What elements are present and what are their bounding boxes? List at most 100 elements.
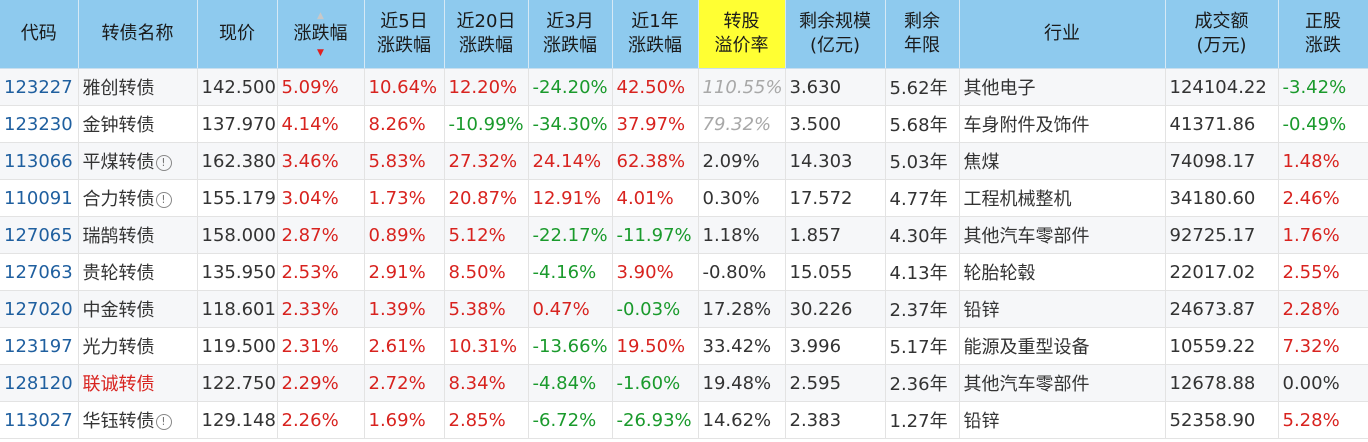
bond-code-cell-text: 113027 — [4, 409, 73, 431]
industry-cell-text: 铅锌 — [963, 300, 1000, 321]
table-row[interactable]: 123227 雅创转债 142.500 5.09% 10.64% 12.20% -24.20… — [0, 68, 1368, 106]
bond-name-cell[interactable]: 雅创转债 — [78, 68, 198, 106]
stock-change-cell-text: 5.28% — [1282, 409, 1340, 431]
col-header-name[interactable]: 转债名称 — [78, 0, 198, 69]
bond-code-cell[interactable]: 123227 — [0, 68, 79, 106]
size-cell: 2.383 — [785, 401, 886, 439]
table-row[interactable]: 127065 瑞鹄转债 158.000 2.87% 0.89% 5.12% -22.17% -… — [0, 216, 1368, 254]
col-header-label: 近3月 涨跌幅 — [543, 11, 597, 56]
bond-name-cell-text: 光力转债 — [82, 337, 155, 358]
bond-code-cell[interactable]: 110091 — [0, 179, 79, 217]
volume-cell: 10559.22 — [1165, 327, 1279, 365]
bond-name-cell[interactable]: 平煤转债! — [78, 142, 198, 180]
bond-name-cell[interactable]: 金钟转债 — [78, 105, 198, 143]
table-row[interactable]: 128120 联诚转债 122.750 2.29% 2.72% 8.34% -4.84% -1… — [0, 364, 1368, 402]
stock-change-cell: 1.76% — [1278, 216, 1368, 254]
col-header-size[interactable]: 剩余规模 (亿元) — [785, 0, 886, 69]
bond-name-cell[interactable]: 贵轮转债 — [78, 253, 198, 291]
change-20d-cell: 10.31% — [444, 327, 529, 365]
col-header-stock-change[interactable]: 正股 涨跌 — [1278, 0, 1368, 69]
bond-code-cell[interactable]: 113066 — [0, 142, 79, 180]
bond-code-cell[interactable]: 127065 — [0, 216, 79, 254]
col-header-change-3m[interactable]: 近3月 涨跌幅 — [528, 0, 613, 69]
stock-change-cell: 2.55% — [1278, 253, 1368, 291]
bond-name-cell[interactable]: 瑞鹄转债 — [78, 216, 198, 254]
col-header-label: 行业 — [1044, 23, 1080, 44]
table-row[interactable]: 113027 华钰转债! 129.148 2.26% 1.69% 2.85% -6.72% -… — [0, 401, 1368, 439]
col-header-premium[interactable]: 转股 溢价率 — [698, 0, 786, 69]
change-cell: 2.29% — [277, 364, 365, 402]
premium-cell-text: 19.48% — [702, 372, 772, 394]
bond-name-cell[interactable]: 联诚转债 — [78, 364, 198, 402]
info-icon[interactable]: ! — [155, 192, 172, 208]
stock-change-cell-text: 2.46% — [1282, 187, 1340, 209]
change-5d-cell: 1.69% — [364, 401, 445, 439]
change-20d-cell: 8.50% — [444, 253, 529, 291]
change-5d-cell: 2.61% — [364, 327, 445, 365]
change-1y-cell: -1.60% — [612, 364, 699, 402]
premium-cell: 14.62% — [698, 401, 786, 439]
col-header-code[interactable]: 代码 — [0, 0, 79, 69]
bond-name-cell[interactable]: 华钰转债! — [78, 401, 198, 439]
col-header-volume[interactable]: 成交额 (万元) — [1165, 0, 1279, 69]
table-row[interactable]: 110091 合力转债! 155.179 3.04% 1.73% 20.87% 12.91%… — [0, 179, 1368, 217]
col-header-industry[interactable]: 行业 — [959, 0, 1166, 69]
premium-cell-text: 17.28% — [702, 298, 772, 320]
bond-name-cell[interactable]: 合力转债! — [78, 179, 198, 217]
col-header-years[interactable]: 剩余 年限 — [885, 0, 960, 69]
table-row[interactable]: 127020 中金转债 118.601 2.33% 1.39% 5.38% 0.47% -0.… — [0, 290, 1368, 328]
change-cell-text: 2.33% — [281, 298, 339, 320]
bond-code-cell[interactable]: 127063 — [0, 253, 79, 291]
change-cell-text: 2.87% — [281, 224, 339, 246]
col-header-change-20d[interactable]: 近20日 涨跌幅 — [444, 0, 529, 69]
col-header-change-1y[interactable]: 近1年 涨跌幅 — [612, 0, 699, 69]
sort-desc-icon[interactable]: ▼ — [317, 48, 324, 58]
bond-code-cell[interactable]: 123230 — [0, 105, 79, 143]
change-1y-cell-text: -0.03% — [616, 298, 681, 320]
price-cell-text: 137.970 — [201, 113, 276, 135]
bond-name-cell[interactable]: 光力转债 — [78, 327, 198, 365]
col-header-price[interactable]: 现价 — [197, 0, 278, 69]
table-row[interactable]: 127063 贵轮转债 135.950 2.53% 2.91% 8.50% -4.16% 3.… — [0, 253, 1368, 291]
change-cell: 3.46% — [277, 142, 365, 180]
change-1y-cell-text: 37.97% — [616, 113, 686, 135]
info-icon[interactable]: ! — [155, 155, 172, 171]
premium-cell-text: 14.62% — [702, 409, 772, 431]
industry-cell-text: 其他电子 — [963, 78, 1036, 99]
change-cell: 2.26% — [277, 401, 365, 439]
industry-cell: 铅锌 — [959, 401, 1166, 439]
size-cell: 1.857 — [785, 216, 886, 254]
bond-code-cell[interactable]: 127020 — [0, 290, 79, 328]
bond-code-cell[interactable]: 128120 — [0, 364, 79, 402]
volume-cell: 22017.02 — [1165, 253, 1279, 291]
volume-cell-text: 22017.02 — [1169, 261, 1256, 283]
years-cell: 4.13年 — [885, 253, 960, 291]
col-header-label: 近1年 涨跌幅 — [628, 11, 682, 56]
stock-change-cell-text: -0.49% — [1282, 113, 1347, 135]
volume-cell-text: 92725.17 — [1169, 224, 1256, 246]
change-cell-text: 3.04% — [281, 187, 339, 209]
table-row[interactable]: 113066 平煤转债! 162.380 3.46% 5.83% 27.32% 24.14%… — [0, 142, 1368, 180]
change-cell-text: 2.31% — [281, 335, 339, 357]
bond-name-cell[interactable]: 中金转债 — [78, 290, 198, 328]
col-header-change[interactable]: 涨跌幅 ▲ ▼ — [277, 0, 365, 69]
table-row[interactable]: 123230 金钟转债 137.970 4.14% 8.26% -10.99% -34.30… — [0, 105, 1368, 143]
bond-code-cell[interactable]: 113027 — [0, 401, 79, 439]
col-header-change-5d[interactable]: 近5日 涨跌幅 — [364, 0, 445, 69]
change-20d-cell: -10.99% — [444, 105, 529, 143]
info-icon[interactable]: ! — [155, 414, 172, 430]
change-3m-cell-text: -6.72% — [532, 409, 597, 431]
stock-change-cell: -0.49% — [1278, 105, 1368, 143]
stock-change-cell-text: 2.28% — [1282, 298, 1340, 320]
stock-change-cell-text: 7.32% — [1282, 335, 1340, 357]
change-3m-cell: 0.47% — [528, 290, 613, 328]
bond-code-cell[interactable]: 123197 — [0, 327, 79, 365]
premium-cell-text: 0.30% — [702, 187, 760, 209]
change-cell: 2.53% — [277, 253, 365, 291]
change-cell: 2.87% — [277, 216, 365, 254]
change-20d-cell-text: 27.32% — [448, 150, 518, 172]
sort-asc-icon[interactable]: ▲ — [317, 11, 324, 21]
volume-cell: 24673.87 — [1165, 290, 1279, 328]
table-row[interactable]: 123197 光力转债 119.500 2.31% 2.61% 10.31% -13.66%… — [0, 327, 1368, 365]
